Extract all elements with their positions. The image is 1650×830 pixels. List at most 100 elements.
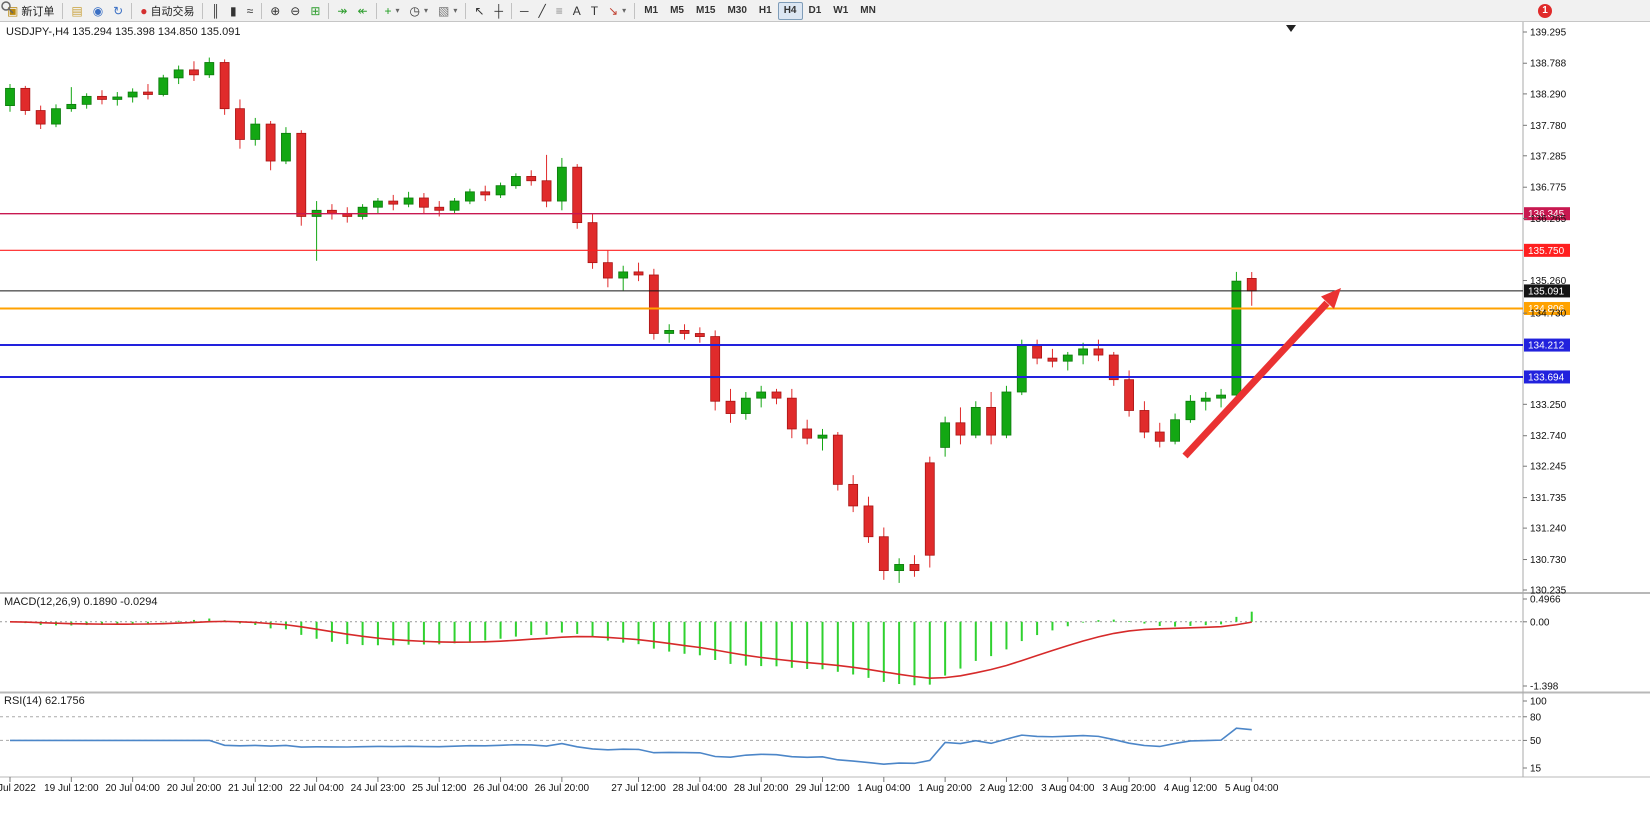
rsi-axis-label: 15 <box>1530 764 1542 775</box>
text-label-icon: T <box>590 3 599 18</box>
text-button[interactable]: A <box>568 2 586 20</box>
candle-body <box>449 200 460 211</box>
price-axis[interactable] <box>1524 22 1650 777</box>
candle <box>572 164 583 229</box>
toolbar-right-area: 1 <box>1 1 1552 18</box>
candle-body <box>357 206 368 217</box>
timeframe-m5[interactable]: M5 <box>664 2 690 20</box>
timeframe-mn[interactable]: MN <box>854 2 882 20</box>
arrows-button[interactable]: ↘ ▾ <box>603 2 631 20</box>
auto-scroll-button[interactable]: ↠ <box>332 2 352 20</box>
timeframe-m30-label: M30 <box>727 5 747 16</box>
candle-body <box>1200 397 1211 402</box>
profiles-icon: ◉ <box>92 3 104 18</box>
macd-axis-label: 0.00 <box>1530 617 1550 628</box>
timeframe-w1[interactable]: W1 <box>827 2 854 20</box>
candle <box>1124 370 1134 417</box>
candle <box>817 428 828 451</box>
macd-signal-line <box>9 620 1252 679</box>
candle-body <box>66 103 77 110</box>
candle <box>1170 413 1180 445</box>
candle-body <box>970 406 981 436</box>
refresh-button[interactable]: ↻ <box>108 2 128 20</box>
time-axis-label: 26 Jul 20:00 <box>535 783 590 794</box>
candle <box>1032 339 1043 365</box>
timeframe-m30[interactable]: M30 <box>721 2 752 20</box>
timeframe-d1[interactable]: D1 <box>803 2 828 20</box>
price-axis-label: 138.788 <box>1530 59 1567 70</box>
tile-windows-button[interactable]: ⊞ <box>305 2 325 20</box>
indicators-button[interactable]: + ▾ <box>380 2 405 20</box>
periods-button[interactable]: ◷ ▾ <box>405 2 434 20</box>
bar-chart-button[interactable]: ║ <box>206 2 225 20</box>
candle <box>756 385 767 408</box>
charts-layout-button[interactable]: ▤ <box>66 2 87 20</box>
time-axis-label: 5 Aug 04:00 <box>1225 783 1279 794</box>
cursor-button[interactable]: ↖ <box>469 2 489 20</box>
candle <box>894 558 905 583</box>
timeframe-m1[interactable]: M1 <box>638 2 664 20</box>
time-axis[interactable] <box>0 778 1523 800</box>
candle-body <box>909 564 920 572</box>
candle-body <box>112 96 123 100</box>
notification-badge[interactable]: 1 <box>1538 3 1552 18</box>
auto-scroll-icon: ↠ <box>337 3 348 18</box>
candle <box>802 419 813 445</box>
candlestick-chart-button[interactable]: ▮ <box>225 2 242 20</box>
candle <box>250 117 261 146</box>
search-icon[interactable] <box>0 0 14 14</box>
candle <box>20 85 31 115</box>
candle <box>419 193 429 214</box>
candle <box>189 61 199 81</box>
horizontal-line-button[interactable]: ─ <box>515 2 534 20</box>
candle-body <box>1154 431 1165 442</box>
candle-body <box>694 333 705 337</box>
toolbar-separator <box>375 2 377 19</box>
timeframe-h1[interactable]: H1 <box>753 2 778 20</box>
candle-body <box>20 87 31 111</box>
candle <box>909 555 920 577</box>
candle <box>342 207 353 223</box>
zoom-out-button[interactable]: ⊖ <box>285 2 305 20</box>
candle-body <box>173 69 184 79</box>
chart-shift-button[interactable]: ↞ <box>352 2 372 20</box>
timeframe-h4[interactable]: H4 <box>777 1 803 20</box>
time-axis-label: 2 Aug 12:00 <box>980 783 1034 794</box>
price-tag-label: 134.806 <box>1528 304 1565 315</box>
rsi-axis-label: 50 <box>1530 736 1542 747</box>
candle-body <box>1032 345 1043 359</box>
line-chart-button[interactable]: ≈ <box>242 2 259 20</box>
new-order-button[interactable]: ▣ 新订单 <box>2 2 59 20</box>
time-axis-label: 1 Aug 04:00 <box>857 783 911 794</box>
time-axis-label: 3 Aug 20:00 <box>1102 783 1156 794</box>
candle <box>633 262 644 282</box>
candle <box>556 157 567 211</box>
rsi-line <box>10 727 1252 765</box>
candle <box>924 456 935 568</box>
trendline-icon: ╱ <box>538 3 546 18</box>
dropdown-caret-icon: ▾ <box>424 6 429 15</box>
fibonacci-button[interactable]: ≡ <box>551 2 568 20</box>
templates-button[interactable]: ▧ ▾ <box>433 2 462 20</box>
crosshair-button[interactable]: ┼ <box>489 2 508 20</box>
text-label-button[interactable]: T <box>586 2 603 20</box>
trendline-button[interactable]: ╱ <box>534 2 551 20</box>
profiles-button[interactable]: ◉ <box>88 2 108 20</box>
candle <box>541 154 552 208</box>
zoom-in-button[interactable]: ⊕ <box>265 2 285 20</box>
candle <box>143 84 153 100</box>
candle-body <box>740 397 751 414</box>
time-axis-label: 22 Jul 04:00 <box>289 783 344 794</box>
timeframe-m15[interactable]: M15 <box>690 2 721 20</box>
candle-body <box>1231 280 1242 396</box>
time-axis-label: 20 Jul 20:00 <box>167 783 222 794</box>
candle-body <box>250 123 261 140</box>
auto-trading-button[interactable]: ● 自动交易 <box>135 2 199 20</box>
timeframe-w1-label: W1 <box>833 5 849 16</box>
indicators-icon: + <box>384 3 392 18</box>
candle-body <box>97 95 107 100</box>
timeframe-m1-label: M1 <box>644 5 659 16</box>
trend-arrow[interactable] <box>1182 300 1330 459</box>
candle-body <box>817 434 828 439</box>
